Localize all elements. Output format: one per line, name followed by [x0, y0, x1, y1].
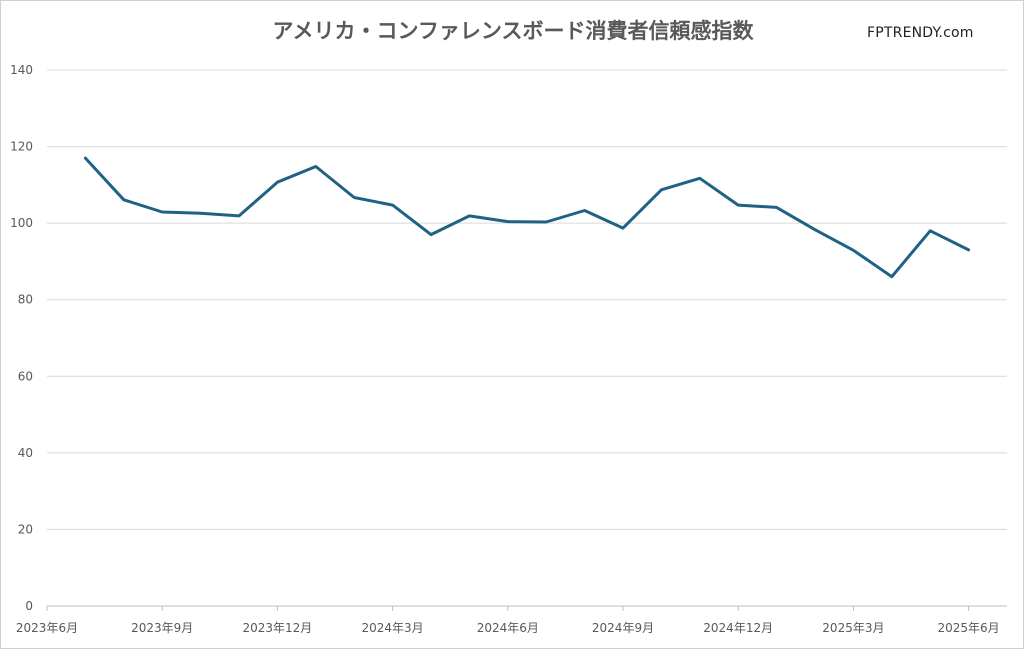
x-tick-label: 2025年6月: [938, 621, 1000, 635]
x-tick-label: 2024年12月: [703, 621, 773, 635]
y-tick-label: 120: [10, 140, 33, 154]
x-tick-label: 2023年6月: [16, 621, 78, 635]
x-tick-label: 2025年3月: [822, 621, 884, 635]
y-tick-label: 140: [10, 63, 33, 77]
series-line: [83, 156, 971, 279]
chart-title: アメリカ・コンファレンスボード消費者信頼感指数: [272, 19, 754, 43]
y-tick-label: 60: [18, 369, 33, 383]
x-tick-label: 2023年9月: [131, 621, 193, 635]
brand-label: FPTRENDY.com: [867, 25, 974, 41]
x-tick-label: 2023年12月: [242, 621, 312, 635]
y-tick-label: 40: [18, 446, 33, 460]
x-tick-label: 2024年6月: [477, 621, 539, 635]
x-tick-label: 2024年3月: [362, 621, 424, 635]
x-tick-label: 2024年9月: [592, 621, 654, 635]
y-tick-label: 80: [18, 293, 33, 307]
y-tick-label: 0: [25, 599, 33, 613]
y-tick-label: 20: [18, 522, 33, 536]
y-tick-label: 100: [10, 216, 33, 230]
